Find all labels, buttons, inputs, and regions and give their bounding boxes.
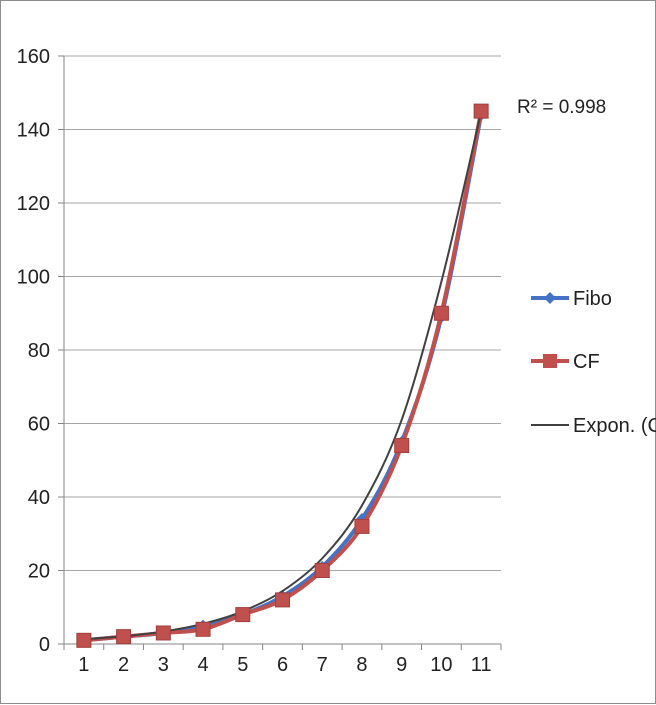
x-tick-label: 5: [237, 654, 248, 676]
x-tick-label: 11: [471, 654, 492, 676]
x-tick-label: 4: [197, 654, 208, 676]
y-tick-label: 40: [28, 487, 50, 509]
x-tick-label: 8: [356, 654, 367, 676]
plot-series: [76, 103, 489, 648]
cf-point: [354, 518, 370, 534]
x-tick-label: 1: [78, 654, 89, 676]
gridlines: [64, 55, 501, 571]
x-tick-label: 3: [158, 654, 169, 676]
x-tick-label: 10: [430, 654, 452, 676]
y-tick-label: 100: [17, 267, 50, 289]
legend-diamond-marker: [544, 292, 556, 304]
series-line-cf: [83, 110, 484, 643]
cf-point: [473, 103, 489, 119]
y-tick-label: 20: [28, 561, 50, 583]
y-tick-label: 160: [17, 46, 50, 68]
cf-point: [394, 438, 410, 454]
r-squared-annotation: R² = 0.998: [517, 97, 606, 118]
x-tick-label: 9: [396, 654, 407, 676]
legend-label: Expon. (CF): [573, 415, 656, 437]
x-tick-label: 6: [277, 654, 288, 676]
cf-point: [314, 563, 330, 578]
cf-point: [275, 592, 290, 608]
cf-point: [116, 629, 132, 645]
series-line-fibo: [83, 114, 484, 643]
y-tick-label: 120: [17, 193, 50, 215]
legend-square-marker: [543, 354, 557, 368]
legend: Fibo CF Expon. (CF): [531, 288, 656, 437]
x-tick-label: 2: [118, 654, 129, 676]
cf-point: [433, 305, 449, 321]
series-line-expon-cf: [83, 111, 483, 641]
x-tick-label: 7: [317, 654, 328, 676]
y-tick-label: 80: [28, 340, 50, 362]
axes: 0 20 40 60 80 100 120 140 160 1 2 3 4 5 6 7 8 9 10 11: [17, 46, 502, 676]
cf-point: [155, 625, 171, 641]
cf-point: [76, 632, 92, 648]
cf-point: [195, 621, 211, 637]
y-tick-label: 60: [28, 414, 50, 436]
y-tick-label: 0: [39, 634, 50, 656]
legend-label: CF: [573, 351, 600, 373]
legend-label: Fibo: [573, 288, 612, 310]
y-tick-label: 140: [17, 120, 50, 142]
cf-point: [235, 607, 251, 623]
